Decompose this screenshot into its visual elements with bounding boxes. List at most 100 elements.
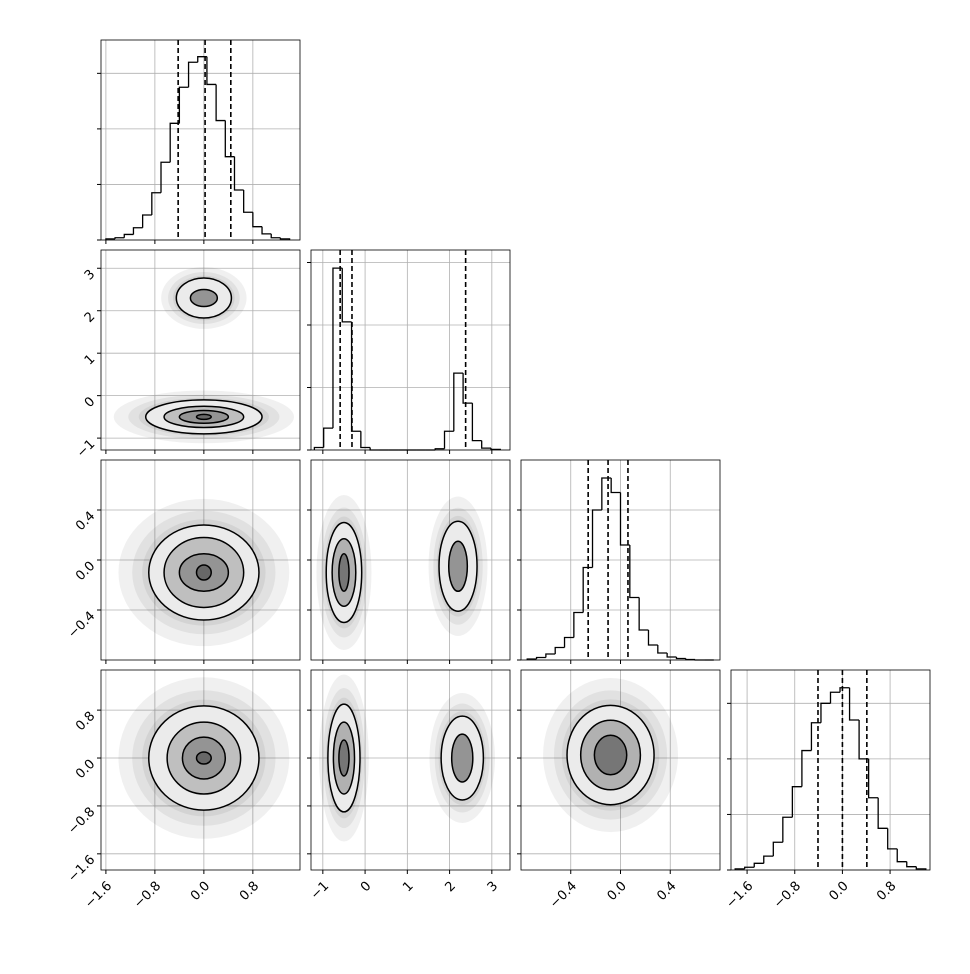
histogram-bin — [332, 267, 343, 429]
y-tick-label: 3 — [82, 267, 98, 283]
histogram-bin — [629, 545, 640, 599]
x-tick-label: −0.8 — [771, 879, 804, 912]
x-tick-label: 2 — [442, 879, 458, 895]
x-tick-label: −1.6 — [82, 879, 115, 912]
histogram-bin — [481, 440, 491, 449]
panel-frame — [100, 669, 301, 871]
histogram-bin — [341, 268, 352, 323]
histogram-bin — [350, 321, 361, 432]
histogram-bin — [178, 86, 189, 124]
histogram-bin — [187, 61, 198, 88]
y-tick-label: 0.8 — [73, 709, 98, 734]
y-tick-label: 0.0 — [73, 757, 98, 782]
x-tick-label: 0.0 — [188, 879, 213, 904]
histogram-bin — [848, 687, 860, 721]
histogram-bin — [666, 653, 677, 658]
histogram-bin — [132, 227, 143, 235]
histogram-bin — [791, 786, 802, 818]
histogram-bin — [554, 646, 565, 654]
histogram-bin — [829, 691, 841, 704]
density-contour — [189, 288, 219, 308]
panel-frame — [310, 459, 511, 661]
y-tick-label: −0.8 — [65, 805, 98, 838]
histogram-bin — [782, 816, 793, 843]
x-tick-label: −1.6 — [723, 879, 756, 912]
histogram-bin — [443, 430, 454, 449]
histogram-bin — [151, 192, 162, 215]
panel-frame — [520, 459, 721, 661]
density-panel — [319, 674, 496, 842]
histogram-bin — [619, 492, 630, 546]
x-tick-label: −1 — [308, 879, 332, 903]
histogram-bin — [591, 509, 602, 568]
histogram-bin — [772, 841, 783, 857]
histogram-bin — [744, 866, 755, 869]
x-tick-label: 0.8 — [874, 879, 899, 904]
histogram-bin — [685, 658, 696, 661]
histogram-bin — [471, 403, 482, 442]
histogram-bin — [279, 237, 291, 240]
histogram-bin — [906, 861, 917, 868]
histogram-bin — [323, 427, 333, 448]
histogram-bin — [763, 855, 774, 864]
density-panel — [113, 267, 295, 444]
panel-frame — [310, 249, 511, 451]
x-tick-label: −0.8 — [131, 879, 164, 912]
panel-frame — [520, 669, 721, 871]
histogram-bin — [839, 687, 850, 693]
histogram-bin — [545, 653, 556, 658]
histogram-bin — [657, 645, 668, 654]
panel-frame — [730, 669, 931, 871]
histogram-bin — [820, 702, 831, 723]
histogram-bin — [563, 636, 574, 648]
density-contour — [195, 413, 212, 421]
density-contour — [195, 564, 212, 581]
density-contour — [593, 734, 628, 776]
histogram-bin — [887, 828, 898, 850]
histogram-bin — [753, 862, 764, 868]
histogram-bin — [601, 477, 612, 510]
histogram-bin — [169, 122, 180, 163]
y-tick-label: 0.4 — [73, 509, 98, 534]
histogram-bin — [801, 749, 812, 787]
histogram-bin — [206, 56, 217, 86]
histogram-bin — [215, 84, 226, 122]
histogram-bin — [261, 226, 272, 235]
y-tick-label: 0 — [82, 394, 98, 410]
density-panel — [543, 677, 679, 833]
histogram-bin — [252, 212, 263, 228]
density-contour — [338, 739, 350, 777]
y-tick-label: 0.0 — [73, 559, 98, 584]
panel-frame — [100, 249, 301, 451]
histogram-bin — [160, 161, 171, 193]
x-tick-label: 1 — [400, 879, 416, 895]
histogram-bin — [243, 190, 253, 213]
histogram-bin — [877, 797, 888, 829]
histogram-bin — [858, 720, 869, 760]
y-tick-label: 2 — [82, 309, 98, 325]
x-tick-label: 0.0 — [826, 879, 851, 904]
histogram-bin — [114, 237, 125, 239]
x-tick-label: 0.4 — [654, 879, 679, 904]
y-tick-label: 1 — [82, 352, 98, 368]
panel-frame — [100, 459, 301, 661]
histogram-bin — [810, 722, 821, 751]
histogram-bin — [867, 758, 879, 799]
density-panel — [118, 677, 290, 839]
histogram-bin — [123, 233, 134, 238]
density-panel — [316, 495, 488, 650]
histogram-bin — [434, 448, 445, 450]
panel-frame — [310, 669, 511, 871]
y-tick-label: −1.6 — [65, 853, 98, 886]
x-tick-label: 0 — [358, 879, 374, 895]
histogram-bin — [582, 566, 593, 613]
histogram-bin — [360, 431, 371, 449]
y-tick-label: −1 — [74, 437, 98, 461]
histogram-bin — [638, 597, 649, 631]
histogram-bin — [233, 156, 244, 191]
histogram-bin — [224, 120, 235, 158]
density-panel — [118, 498, 290, 647]
histogram-bin — [647, 630, 658, 646]
density-contour — [450, 733, 474, 783]
